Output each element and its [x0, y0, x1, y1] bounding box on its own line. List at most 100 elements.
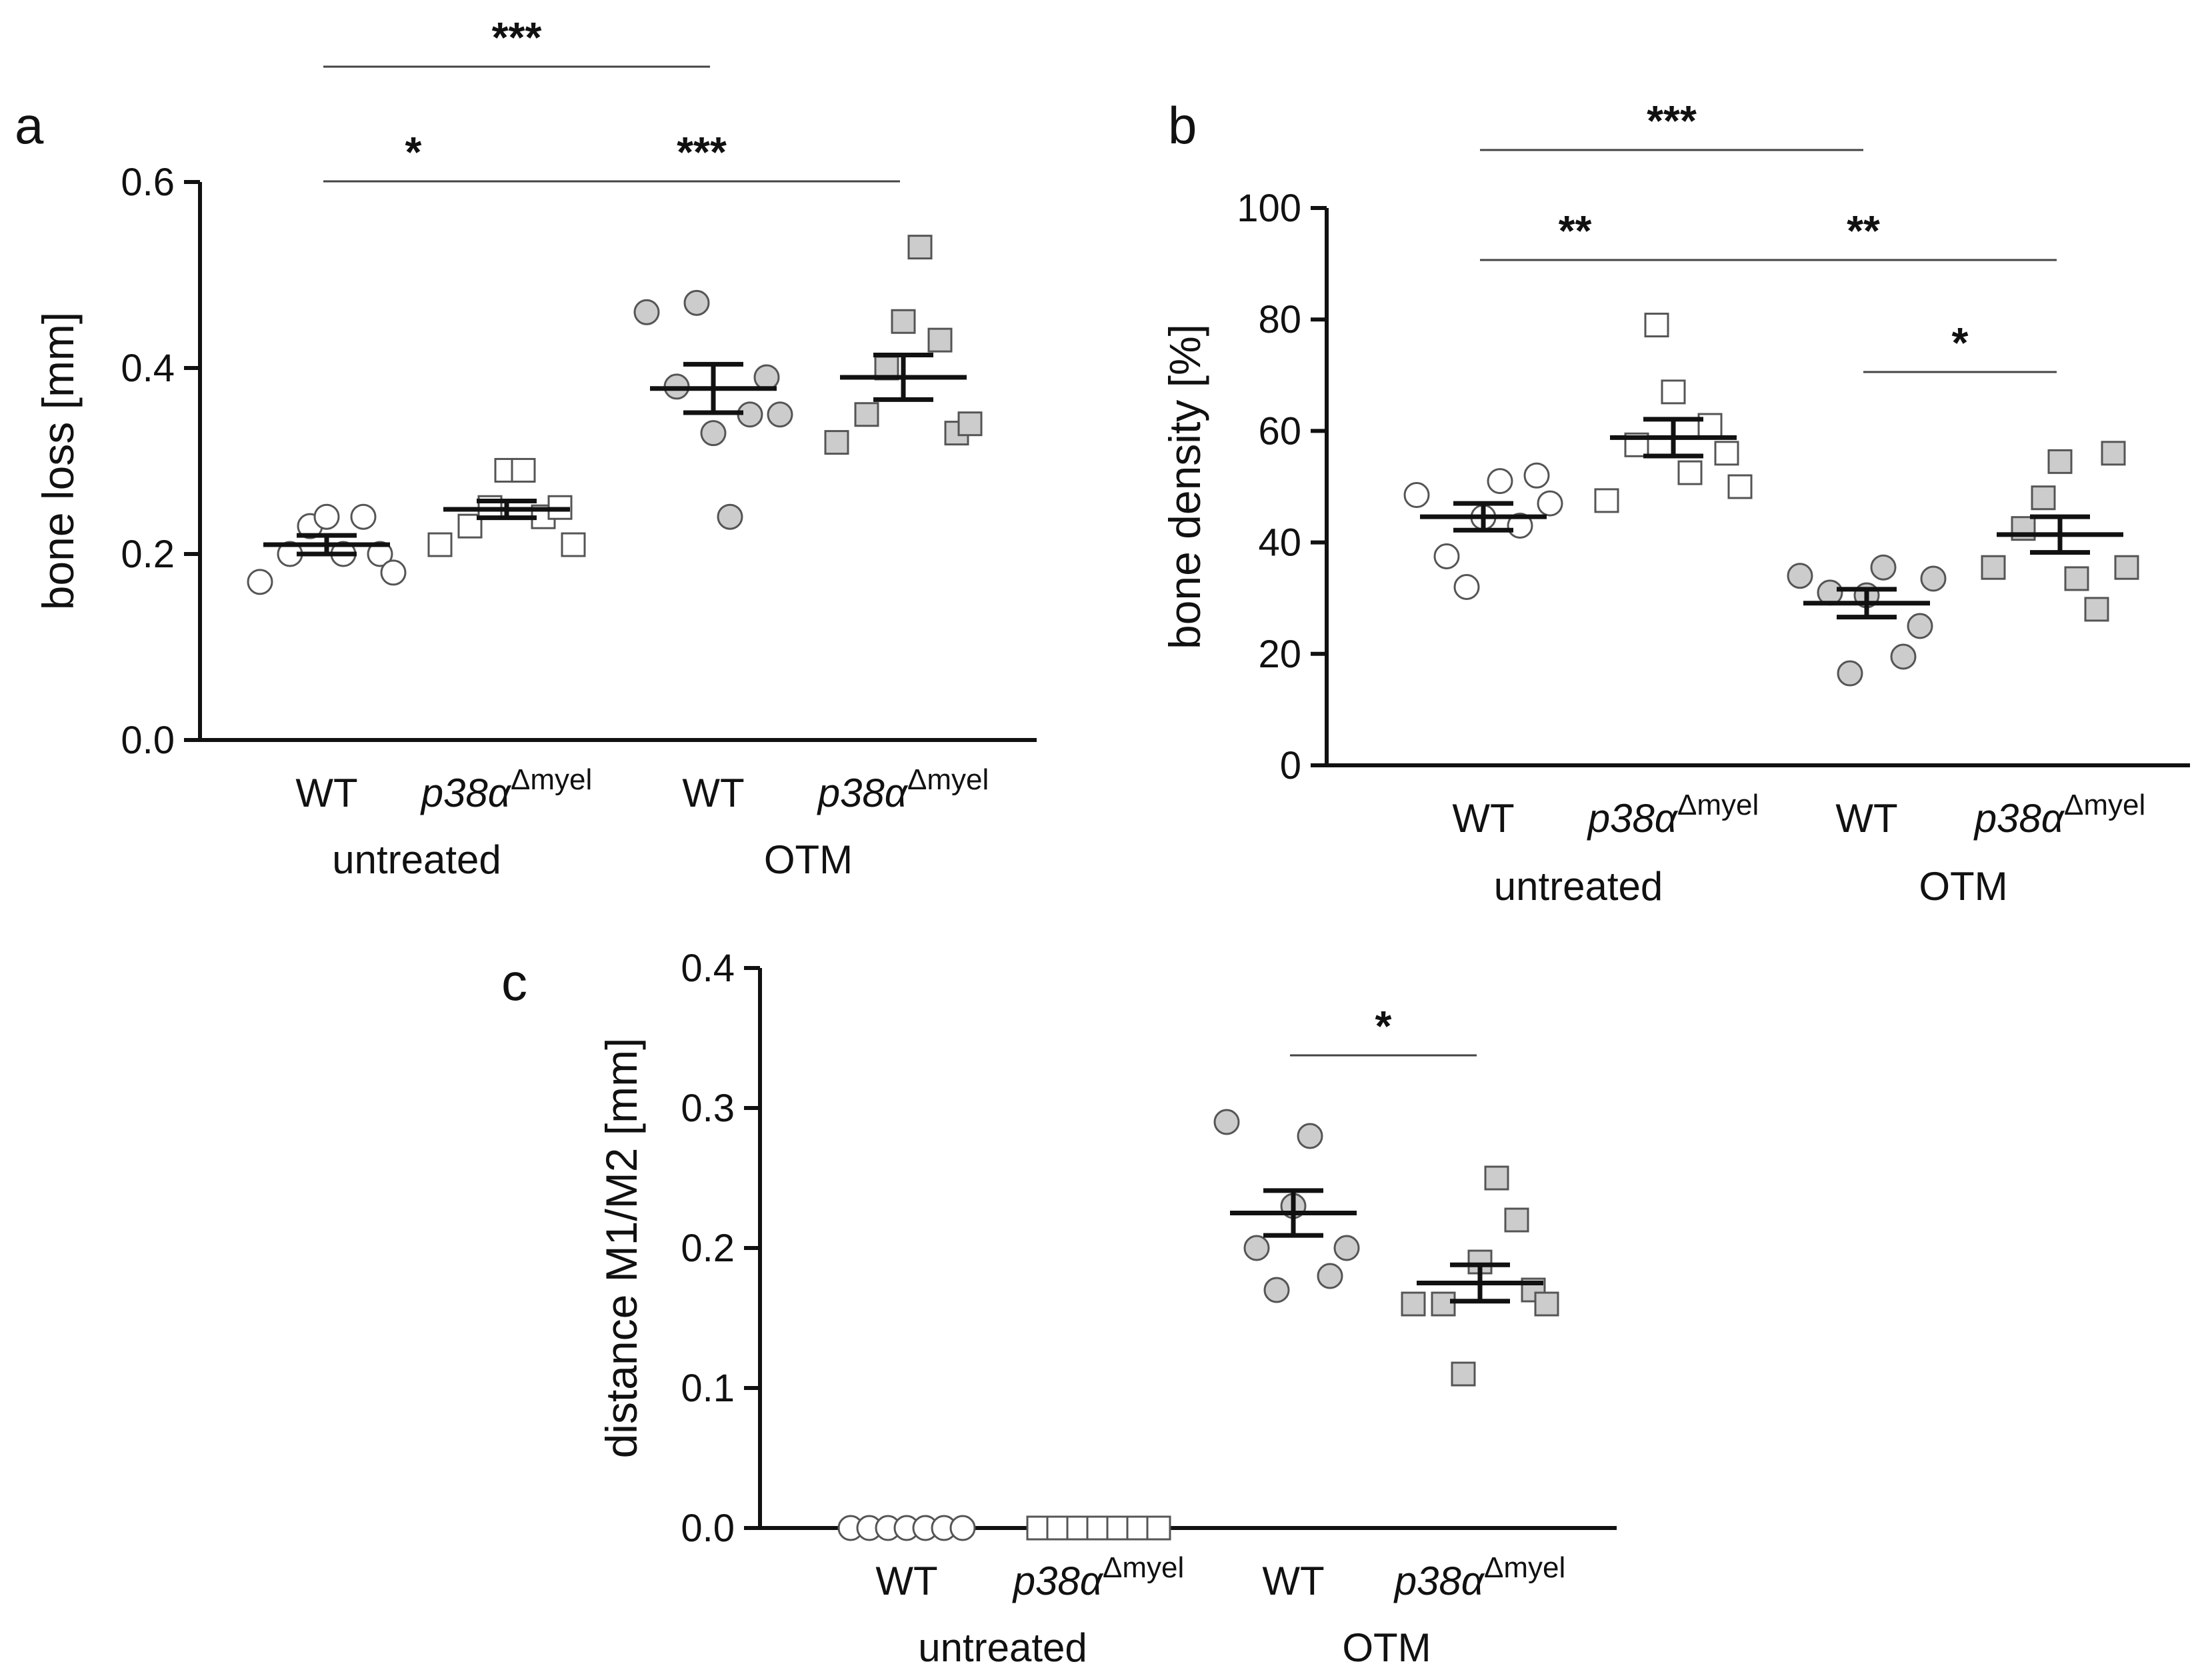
data-point [1243, 1235, 1270, 1261]
data-point [1106, 1515, 1131, 1541]
data-point [2084, 597, 2109, 622]
series-1 [1026, 1515, 1171, 1541]
series-3 [824, 235, 983, 455]
category-label: WT [295, 771, 357, 815]
group-label: untreated [918, 1625, 1087, 1670]
data-point [949, 1515, 976, 1541]
data-point [633, 299, 660, 325]
data-point [1487, 468, 1513, 495]
y-axis-title: distance M1/M2 [mm] [597, 1038, 646, 1459]
category-label: WT [1262, 1559, 1324, 1603]
significance-label: *** [1647, 97, 1697, 145]
data-point [1870, 554, 1897, 581]
data-point [2101, 441, 2126, 466]
data-point [767, 401, 793, 428]
significance-label: * [1375, 1002, 1392, 1050]
data-point [957, 411, 983, 437]
data-point [1433, 543, 1460, 569]
category-label: WT [682, 771, 744, 815]
category-label: WT [875, 1559, 937, 1603]
data-point [1534, 1291, 1559, 1317]
data-point [1981, 555, 2006, 580]
y-tick-label: 0.6 [121, 161, 175, 204]
data-point [1213, 1109, 1240, 1135]
series-1 [1594, 313, 1753, 513]
y-axis-title: bone density [%] [1160, 324, 1209, 649]
series-0 [837, 1515, 976, 1541]
data-point [1504, 1207, 1529, 1233]
y-tick-label: 20 [1258, 633, 1301, 676]
data-point [1890, 643, 1917, 670]
data-point [717, 503, 743, 530]
y-tick-label: 100 [1237, 187, 1301, 230]
significance-label: * [1952, 319, 1969, 367]
data-point [1594, 488, 1619, 513]
data-point [561, 532, 586, 557]
data-point [1907, 613, 1933, 639]
data-point [2031, 485, 2056, 511]
category-label: p38αΔmyel [1012, 1551, 1185, 1603]
data-point [1787, 563, 1813, 589]
data-point [1317, 1263, 1343, 1289]
y-tick-label: 0.0 [121, 719, 175, 762]
data-point [2114, 555, 2139, 580]
group-label: untreated [1494, 864, 1663, 909]
y-tick-label: 0 [1280, 744, 1301, 787]
data-point [1714, 441, 1739, 466]
group-label: OTM [1919, 864, 2007, 909]
data-point [1727, 474, 1753, 499]
y-tick-label: 0.1 [681, 1367, 735, 1410]
data-point [753, 364, 780, 391]
group-label: OTM [764, 837, 853, 882]
data-point [907, 235, 933, 260]
significance-label: ** [1559, 207, 1592, 255]
category-label: p38αΔmyel [1393, 1551, 1566, 1603]
y-tick-label: 0.4 [121, 347, 175, 390]
y-tick-label: 0.0 [681, 1507, 735, 1550]
data-point [427, 532, 453, 557]
series-1 [427, 457, 586, 557]
data-point [1507, 513, 1533, 539]
panel-letter: c [501, 953, 527, 1011]
data-point [1026, 1515, 1051, 1541]
category-label: WT [1835, 796, 1897, 841]
category-label: p38αΔmyel [817, 763, 989, 815]
data-point [1146, 1515, 1171, 1541]
group-label: untreated [332, 837, 501, 882]
panel-c: c 0.0 0.1 0.2 0.3 0.4 distance M1/M2 [mm] WT p38… [501, 947, 1617, 1670]
data-point [1837, 660, 1863, 687]
category-label: p38αΔmyel [1973, 789, 2146, 841]
significance-label: *** [677, 128, 727, 176]
data-point [2047, 449, 2073, 474]
data-point [1537, 490, 1563, 517]
data-point [380, 559, 407, 586]
series-2 [633, 289, 793, 530]
y-tick-label: 0.2 [681, 1227, 735, 1270]
series-0 [1403, 462, 1563, 600]
significance-label: *** [492, 13, 542, 61]
y-tick-label: 0.2 [121, 533, 175, 576]
category-label: p38αΔmyel [1587, 789, 1759, 841]
y-tick-label: 60 [1258, 409, 1301, 453]
group-label: OTM [1342, 1625, 1431, 1670]
data-point [1263, 1277, 1290, 1303]
panel-letter: b [1168, 96, 1197, 155]
panel-letter: a [15, 96, 44, 155]
data-point [824, 430, 849, 455]
y-tick-label: 40 [1258, 521, 1301, 565]
data-point [1920, 565, 1947, 592]
data-point [683, 289, 710, 316]
data-point [1431, 1291, 1456, 1317]
data-point [1677, 460, 1703, 485]
data-point [313, 503, 340, 530]
category-label: WT [1452, 796, 1514, 841]
series-3 [1401, 1165, 1559, 1387]
data-point [1333, 1235, 1360, 1261]
data-point [1451, 1361, 1476, 1387]
data-point [247, 569, 273, 595]
data-point [1403, 482, 1430, 509]
data-point [367, 541, 393, 567]
data-point [1453, 573, 1480, 600]
panel-a: a 0.0 0.2 0.4 0.6 bone loss [mm] WT p38αΔmyel WT… [15, 13, 1037, 882]
